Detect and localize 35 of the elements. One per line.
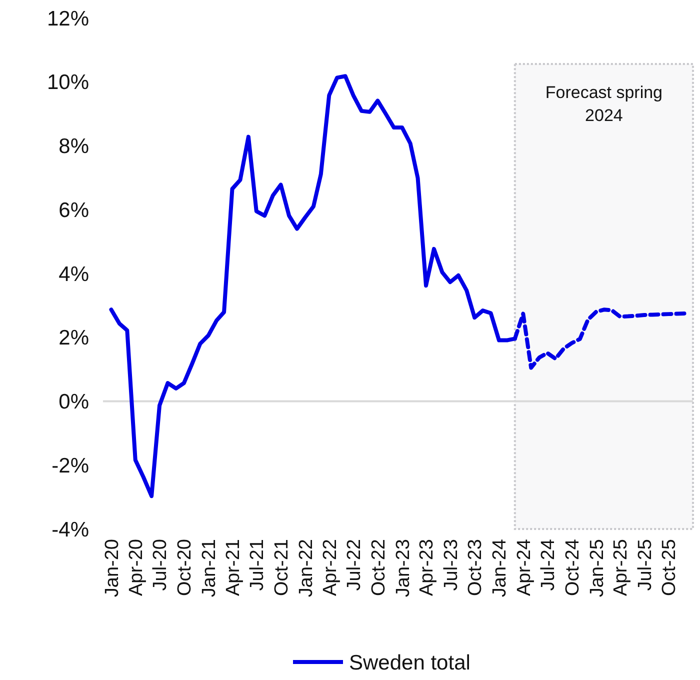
y-tick-label: 12% [46, 7, 89, 30]
x-tick-label: Jul-24 [538, 538, 559, 591]
x-tick-label: Jul-22 [344, 539, 365, 591]
x-tick-label: Jan-23 [392, 539, 414, 598]
x-tick-label: Apr-21 [222, 539, 244, 596]
x-tick-label: Jan-21 [199, 539, 220, 598]
x-tick-label: Jul-20 [150, 539, 172, 591]
y-tick-label: 6% [58, 198, 89, 222]
x-tick-label: Jan-24 [490, 538, 511, 598]
x-tick-label: Jan-22 [296, 539, 317, 598]
x-tick-label: Apr-20 [126, 539, 148, 596]
y-tick-label: 4% [58, 262, 89, 286]
x-tick-label: Jul-25 [634, 539, 656, 591]
y-tick-label: 10% [46, 71, 89, 94]
band-label: Forecast spring 2024 [545, 83, 663, 125]
x-tick-label: Jul-21 [247, 539, 268, 591]
x-tick-label: Oct-22 [368, 539, 390, 596]
x-tick-label: Apr-25 [610, 539, 632, 596]
x-tick-label: Jul-23 [440, 539, 462, 591]
x-tick-label: Oct-21 [271, 539, 292, 596]
y-tick-label: -4% [52, 518, 89, 542]
y-tick-label: 0% [58, 390, 89, 414]
x-tick-label: Jan-25 [586, 539, 608, 598]
x-tick-label: Oct-23 [465, 539, 486, 596]
y-tick-label: -2% [52, 454, 89, 478]
x-tick-label: Oct-20 [174, 539, 196, 596]
legend-label: Sweden total [349, 651, 470, 674]
y-tick-label: 2% [58, 326, 89, 350]
x-tick-label: Oct-25 [659, 539, 680, 596]
x-tick-label: Jan-20 [102, 539, 123, 598]
x-tick-label: Apr-23 [416, 539, 438, 596]
x-tick-label: Apr-22 [320, 539, 341, 596]
y-tick-label: 8% [58, 135, 89, 158]
x-tick-label: Apr-24 [514, 538, 535, 596]
x-tick-label: Oct-24 [562, 538, 584, 596]
